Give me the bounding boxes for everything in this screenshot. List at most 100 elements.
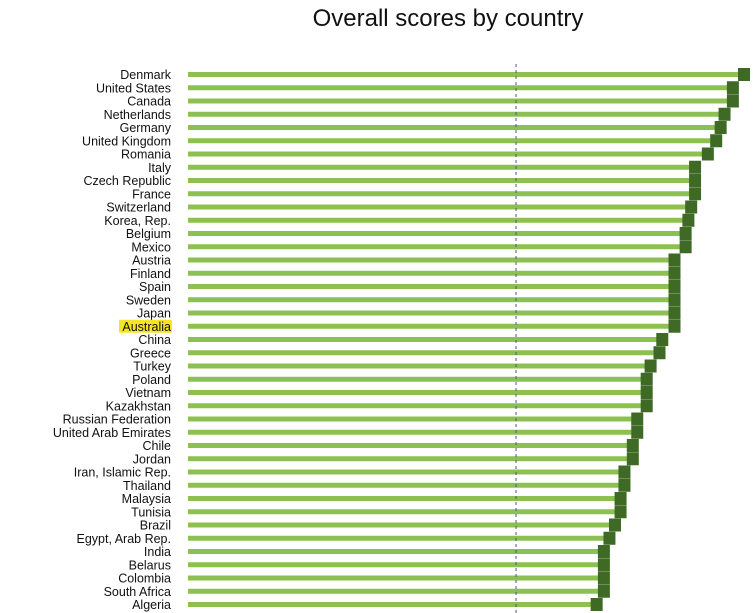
category-label: Netherlands [104, 108, 171, 122]
markers-group [590, 68, 750, 611]
bar-end-marker [626, 439, 639, 452]
bar-end-marker [710, 134, 723, 148]
category-label: Belarus [129, 558, 171, 572]
bar [188, 284, 675, 289]
category-label: Korea, Rep. [104, 214, 171, 228]
category-label: Japan [137, 307, 171, 321]
bar-end-marker [631, 425, 644, 439]
bar [188, 575, 604, 581]
bar [188, 416, 638, 422]
category-label: Mexico [131, 240, 171, 254]
bar [188, 111, 725, 117]
bar [188, 482, 625, 488]
category-label: United Kingdom [82, 134, 171, 148]
bar [188, 535, 610, 541]
bar-end-marker [656, 333, 669, 346]
category-label: China [138, 333, 171, 347]
bar-end-marker [679, 227, 692, 240]
category-label: Malaysia [122, 492, 171, 506]
bar [188, 151, 708, 157]
category-label: South Africa [104, 585, 171, 599]
bar-end-marker [668, 280, 681, 293]
bar-end-marker [714, 121, 727, 134]
bar-end-marker [668, 253, 681, 267]
category-label: United States [96, 81, 171, 95]
category-label: Australia [122, 320, 171, 334]
bar [188, 323, 675, 329]
category-label: Austria [132, 254, 171, 268]
bar-end-marker [701, 147, 714, 161]
bar-end-marker [738, 68, 750, 81]
bar-end-marker [640, 399, 653, 413]
bar [188, 72, 744, 77]
bar [188, 204, 692, 210]
bar-end-marker [626, 452, 639, 466]
bar-end-marker [631, 412, 644, 426]
bar [188, 429, 638, 435]
bar [188, 602, 597, 607]
bar [188, 588, 604, 594]
category-label: Jordan [133, 452, 171, 466]
bar-end-marker [603, 531, 616, 545]
bar [188, 522, 616, 528]
bar [188, 337, 663, 342]
bar-end-marker [682, 213, 695, 227]
category-label: Russian Federation [63, 413, 171, 427]
highlight-box [119, 319, 172, 333]
bar-end-marker [609, 518, 622, 532]
category-label: Brazil [140, 519, 171, 533]
category-label: India [144, 545, 171, 559]
bar [188, 138, 717, 144]
bar [188, 509, 621, 515]
bar [188, 310, 675, 316]
category-label: Italy [148, 161, 172, 175]
bar [188, 549, 604, 554]
bar-end-marker [726, 81, 739, 95]
bar-end-marker [597, 545, 610, 558]
chart-title: Overall scores by country [313, 5, 584, 32]
bar-end-marker [614, 505, 627, 519]
category-label: Egypt, Arab Rep. [76, 532, 171, 546]
category-label: Tunisia [131, 505, 171, 519]
bar [188, 469, 625, 475]
category-label: Vietnam [125, 386, 171, 400]
bar-end-marker [668, 293, 681, 307]
bar [188, 496, 621, 501]
bar-end-marker [726, 94, 739, 108]
bar [188, 217, 689, 223]
bar [188, 244, 686, 250]
category-label: Belgium [126, 227, 171, 241]
bar-end-marker [618, 465, 631, 479]
bar [188, 350, 660, 356]
bar-end-marker [668, 266, 681, 280]
bar [188, 297, 675, 303]
category-label: Algeria [132, 598, 171, 612]
bar-end-marker [685, 200, 698, 214]
bar-end-marker [718, 107, 731, 121]
category-label: Finland [130, 267, 171, 281]
bar [188, 403, 647, 409]
bar-end-marker [614, 492, 627, 505]
bar [188, 257, 675, 263]
bar [188, 270, 675, 276]
bar [188, 562, 604, 568]
bar [188, 178, 696, 183]
bar [188, 191, 696, 197]
category-label: Sweden [126, 293, 171, 307]
bar-end-marker [640, 386, 653, 399]
category-label: Denmark [120, 68, 171, 82]
bar [188, 443, 633, 448]
category-label: Poland [132, 373, 171, 387]
category-label: Germany [120, 121, 172, 135]
bar [188, 85, 733, 91]
bar-end-marker [640, 372, 653, 386]
category-label: Iran, Islamic Rep. [74, 466, 171, 480]
bar [188, 363, 651, 369]
category-label: Czech Republic [83, 174, 171, 188]
bar-end-marker [597, 558, 610, 572]
category-label: Kazakhstan [106, 399, 171, 413]
bar [188, 376, 647, 382]
bar [188, 456, 633, 462]
category-label: Thailand [123, 479, 171, 493]
